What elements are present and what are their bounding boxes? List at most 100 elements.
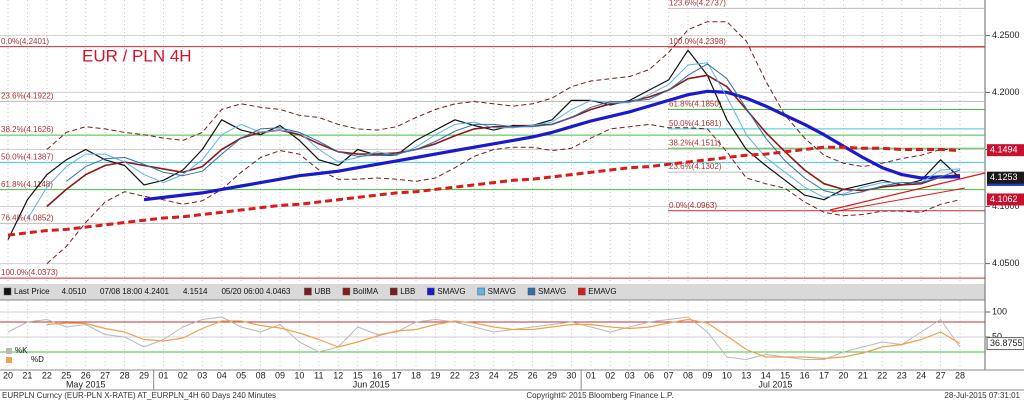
series-line xyxy=(143,89,960,202)
legend-swatch xyxy=(6,357,12,363)
x-tick-label: 23 xyxy=(469,370,479,380)
x-tick-label: 08 xyxy=(256,370,266,380)
x-tick-label: 28 xyxy=(955,370,965,380)
series-line xyxy=(46,21,960,168)
legend-entry: LBB xyxy=(400,287,415,296)
fib-label: 0.0%(4.2401) xyxy=(1,37,49,46)
x-tick-label: 27 xyxy=(100,370,110,380)
x-tick-label: 05 xyxy=(236,370,246,380)
footer-right: 28-Jul-2015 07:31:01 xyxy=(944,391,1020,400)
x-tick-label: 16 xyxy=(800,370,810,380)
trend-line xyxy=(831,187,966,213)
x-tick-label: 21 xyxy=(22,370,32,380)
fib-label: 0.0%(4.0963) xyxy=(669,201,717,210)
x-tick-label: 29 xyxy=(139,370,149,380)
x-tick-label: 19 xyxy=(430,370,440,380)
x-tick-label: 30 xyxy=(566,370,576,380)
x-tick-label: 15 xyxy=(353,370,363,380)
y-tick-label: 4.1000 xyxy=(992,201,1020,211)
x-tick-label: 20 xyxy=(838,370,848,380)
y-tick-label: 50 xyxy=(992,331,1002,341)
legend-swatch xyxy=(3,287,12,296)
fib-label: 76.4%(4.0852) xyxy=(1,214,54,223)
x-tick-label: 14 xyxy=(761,370,771,380)
legend-stat: 05/20 06:00 4.0463 xyxy=(221,287,291,296)
x-tick-label: 10 xyxy=(294,370,304,380)
y-tick-label: 100 xyxy=(992,306,1007,316)
series-line xyxy=(26,62,961,220)
fib-label: 50.0%(4.1387) xyxy=(1,152,54,161)
x-tick-label: 25 xyxy=(61,370,71,380)
month-label: May 2015 xyxy=(66,379,106,389)
x-tick-label: 21 xyxy=(858,370,868,380)
x-tick-label: 13 xyxy=(741,370,751,380)
x-tick-label: 11 xyxy=(314,370,323,380)
legend-stat: 4.1514 xyxy=(183,287,208,296)
x-tick-label: 22 xyxy=(42,370,52,380)
legend-entry: SMAVG xyxy=(437,287,465,296)
legend-swatch xyxy=(342,287,351,296)
x-tick-label: 18 xyxy=(411,370,421,380)
fib-label: 61.8%(4.1148) xyxy=(1,180,53,189)
x-tick-label: 25 xyxy=(508,370,518,380)
x-tick-label: 07 xyxy=(664,370,674,380)
x-tick-label: 04 xyxy=(217,370,227,380)
x-tick-label: 22 xyxy=(877,370,887,380)
series-line xyxy=(46,74,961,208)
x-tick-label: 24 xyxy=(916,370,926,380)
fib-label: 38.2%(4.1626) xyxy=(1,125,54,134)
y-tick-label: 4.2000 xyxy=(992,87,1020,97)
x-tick-label: 12 xyxy=(333,370,343,380)
x-tick-label: 02 xyxy=(605,370,615,380)
price-tag-label: 4.1062 xyxy=(990,194,1018,204)
x-tick-label: 20 xyxy=(3,370,13,380)
month-label: Jun 2015 xyxy=(353,379,390,389)
x-tick-label: 17 xyxy=(392,370,402,380)
legend-swatch xyxy=(578,287,586,296)
legend-entry: BollMA xyxy=(353,287,379,296)
x-tick-label: 22 xyxy=(450,370,460,380)
legend-swatch xyxy=(477,287,485,296)
x-tick-label: 27 xyxy=(936,370,946,380)
legend-swatch xyxy=(427,287,435,296)
legend-entry: %D xyxy=(31,355,44,364)
fib-label: 23.6%(4.1302) xyxy=(669,162,722,171)
x-tick-label: 26 xyxy=(528,370,538,380)
month-label: Jul 2015 xyxy=(758,379,792,389)
price-tag-label: 4.1494 xyxy=(990,145,1018,155)
y-tick-label: 4.2500 xyxy=(992,30,1020,40)
trend-line xyxy=(829,172,986,211)
series-line xyxy=(46,318,961,360)
legend-swatch xyxy=(527,287,536,296)
x-tick-label: 03 xyxy=(197,370,207,380)
legend-stat: 4.0510 xyxy=(62,287,87,296)
value-tag xyxy=(986,337,1024,351)
series-line xyxy=(7,316,961,360)
series-line xyxy=(46,123,961,264)
x-tick-label: 15 xyxy=(780,370,790,380)
x-tick-label: 09 xyxy=(275,370,285,380)
legend-swatch xyxy=(6,348,12,354)
legend-entry: SMAVG xyxy=(538,287,566,296)
fib-label: 38.2%(4.1511) xyxy=(669,138,721,147)
series-line xyxy=(7,145,961,237)
x-tick-label: 03 xyxy=(625,370,635,380)
x-tick-label: 06 xyxy=(644,370,654,380)
series-line xyxy=(65,63,961,196)
legend-swatch xyxy=(304,287,312,296)
legend-swatch xyxy=(389,287,398,296)
x-tick-label: 28 xyxy=(120,370,130,380)
x-tick-label: 16 xyxy=(372,370,382,380)
x-tick-label: 09 xyxy=(702,370,712,380)
legend-entry: Last Price xyxy=(14,287,50,296)
legend-entry: UBB xyxy=(314,287,330,296)
price-tag-label: 4.1253 xyxy=(990,172,1018,182)
legend-entry: SMAVG xyxy=(488,287,516,296)
y-tick-label: 4.0500 xyxy=(992,258,1020,268)
x-tick-label: 29 xyxy=(547,370,557,380)
price-tag xyxy=(987,144,1024,157)
x-tick-label: 08 xyxy=(683,370,693,380)
x-tick-label: 01 xyxy=(158,370,168,380)
legend-bar xyxy=(0,284,985,300)
fib-label: 23.6%(4.1922) xyxy=(1,91,54,100)
